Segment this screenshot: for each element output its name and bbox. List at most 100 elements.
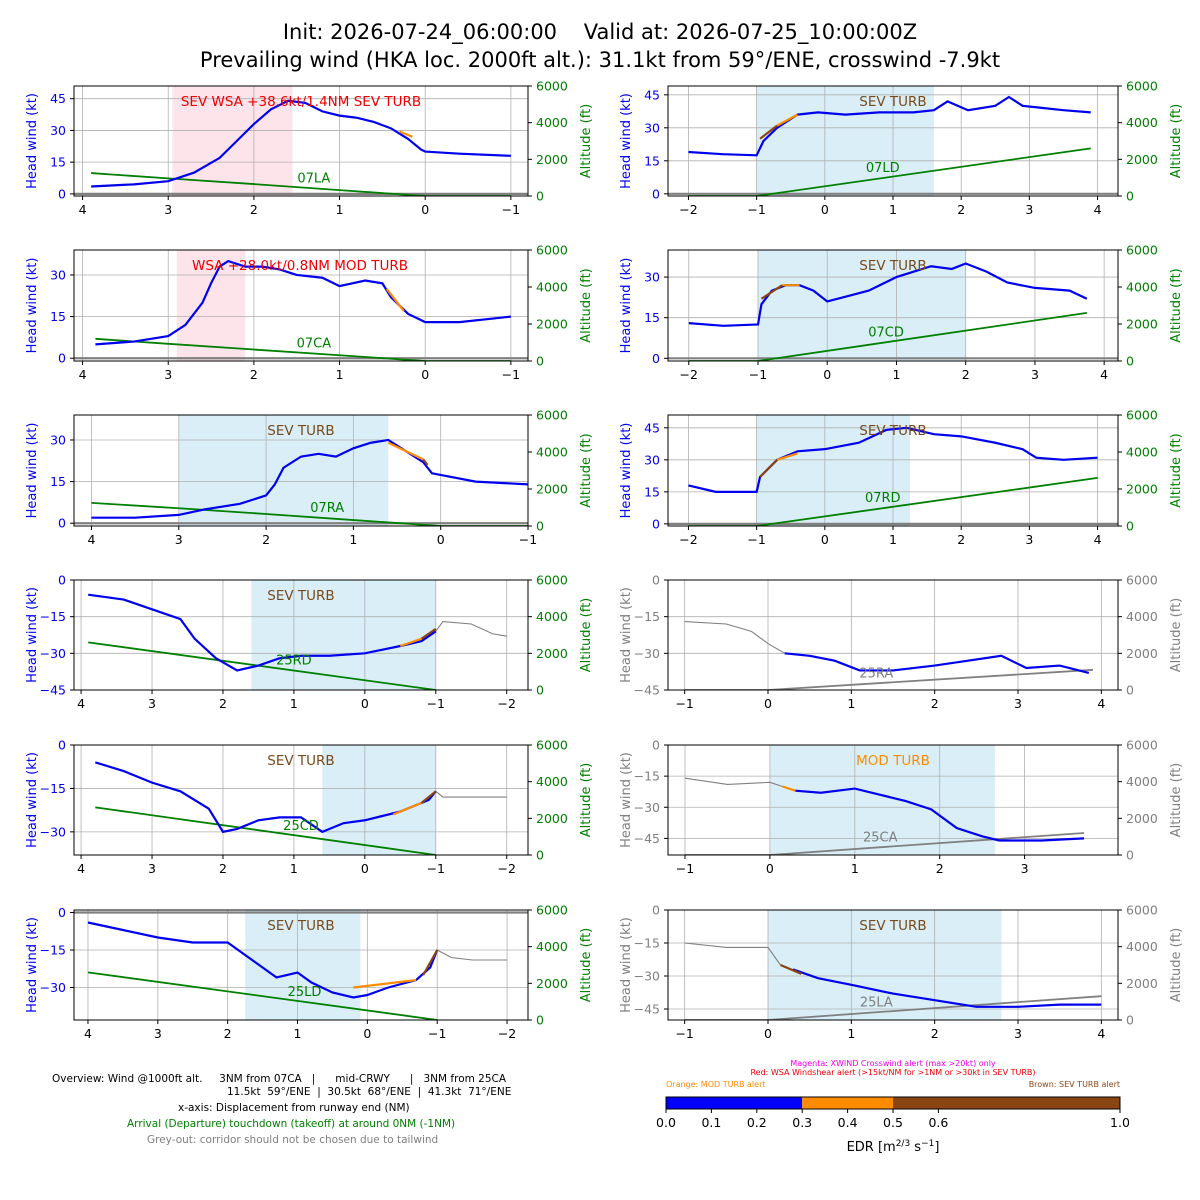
panel-frame — [73, 414, 529, 527]
colorbar-sev — [893, 1097, 1120, 1109]
x-tick-label: −1 — [675, 1026, 693, 1041]
panel-07cd: −2 −1 0 1 2 3 4 0 15 30 0 2000 4000 6000 Head wind (kt… — [619, 243, 1184, 383]
turbulence-span — [322, 745, 436, 855]
x-tick-label: 0 — [363, 1026, 371, 1041]
x-tick-label: 0 — [764, 696, 772, 711]
colorbar-tick-label: 0.6 — [928, 1115, 948, 1130]
runway-label: 25RD — [276, 654, 312, 669]
plot-area — [668, 580, 1118, 690]
head-wind-line — [792, 968, 1102, 1008]
y2-axis-label: Altitude (ft) — [1169, 763, 1184, 838]
x-tick-label: 4 — [79, 202, 87, 217]
plot-area — [668, 250, 1118, 361]
y2-tick-label: 2000 — [536, 317, 568, 332]
alert-label: SEV TURB — [859, 918, 926, 934]
y-tick-label: 0 — [652, 738, 660, 753]
y-tick-label: 15 — [644, 484, 660, 499]
y2-axis-label: Altitude (ft) — [1169, 928, 1184, 1003]
y2-tick-label: 0 — [536, 354, 544, 369]
y-axis-label: Head wind (kt) — [25, 917, 40, 1013]
y-axis-label: Head wind (kt) — [25, 423, 40, 519]
x-tick-label: 3 — [1025, 532, 1033, 547]
x-tick-label: 2 — [224, 1026, 232, 1041]
y2-tick-label: 4000 — [1126, 939, 1158, 954]
alert-label: SEV TURB — [267, 588, 334, 604]
sev-turb-segment — [420, 790, 437, 804]
head-wind-line — [88, 593, 437, 672]
y2-tick-label: 0 — [536, 189, 544, 204]
legend-magenta: Magenta: XWIND Crosswind alert (max >20k… — [790, 1059, 996, 1068]
head-wind-line — [784, 652, 1090, 674]
y2-tick-label: 2000 — [536, 482, 568, 497]
y2-tick-label: 6000 — [1126, 738, 1158, 753]
y-tick-label: 30 — [644, 452, 660, 467]
y-tick-label: 0 — [58, 351, 66, 366]
x-tick-label: 1 — [847, 696, 855, 711]
panel-frame — [667, 579, 1119, 691]
y2-axis-label: Altitude (ft) — [579, 928, 594, 1003]
x-tick-label: 0 — [821, 532, 829, 547]
y-tick-label: −30 — [634, 646, 660, 661]
y-tick-label: 0 — [652, 516, 660, 531]
y2-tick-label: 0 — [1126, 519, 1134, 534]
windshear-span — [176, 250, 246, 361]
greyed-wind-line — [436, 949, 508, 961]
turbulence-span — [251, 580, 436, 690]
x-tick-label: 1 — [336, 202, 344, 217]
y2-axis-label: Altitude (ft) — [579, 104, 594, 179]
colorbar-tick-label: 1.0 — [1110, 1115, 1130, 1130]
y-axis-label: Head wind (kt) — [619, 93, 634, 189]
arrival-note: Arrival (Departure) touchdown (takeoff) … — [127, 1118, 456, 1130]
y2-tick-label: 2000 — [536, 976, 568, 991]
y-tick-label: −45 — [40, 683, 66, 698]
head-wind-line — [87, 921, 439, 999]
x-tick-label: 4 — [1100, 367, 1108, 382]
x-tick-label: 0 — [764, 1026, 772, 1041]
sev-turb-segment — [420, 627, 437, 640]
y-tick-label: 30 — [50, 123, 66, 138]
x-tick-label: −1 — [747, 202, 765, 217]
x-tick-label: 3 — [1025, 202, 1033, 217]
x-tick-label: 2 — [957, 532, 965, 547]
y2-tick-label: 6000 — [1126, 408, 1158, 423]
runway-label: 07RD — [865, 491, 901, 506]
sev-turb-segment — [760, 284, 783, 300]
greyed-wind-line — [684, 942, 781, 966]
y-tick-label: −45 — [634, 683, 660, 698]
runway-label: 25LA — [860, 995, 893, 1010]
panel-frame — [73, 249, 529, 362]
y2-tick-label: 0 — [536, 519, 544, 534]
y2-axis-label: Altitude (ft) — [579, 763, 594, 838]
plot-area — [74, 86, 528, 196]
y2-tick-label: 0 — [1126, 848, 1134, 863]
y-axis-label: Head wind (kt) — [619, 423, 634, 519]
x-tick-label: −1 — [519, 532, 537, 547]
y2-tick-label: 4000 — [1126, 609, 1158, 624]
y2-tick-label: 2000 — [1126, 482, 1158, 497]
y2-axis-label: Altitude (ft) — [579, 598, 594, 673]
x-tick-label: −1 — [749, 367, 767, 382]
altitude-line — [684, 832, 1085, 855]
colorbar-mod — [802, 1097, 893, 1109]
x-tick-label: −1 — [427, 861, 445, 876]
mod-turb-segment — [776, 113, 799, 127]
x-tick-label: 1 — [349, 532, 357, 547]
turbulence-span — [756, 86, 934, 196]
colorbar-tick-label: 0.2 — [747, 1115, 767, 1130]
x-tick-label: 3 — [1031, 367, 1039, 382]
altitude-line — [688, 312, 1087, 361]
y-axis-label: Head wind (kt) — [25, 587, 40, 683]
colorbar-tick-label: 0.1 — [701, 1115, 721, 1130]
head-wind-line — [91, 99, 511, 188]
y2-tick-label: 0 — [1126, 354, 1134, 369]
y2-tick-label: 6000 — [536, 903, 568, 918]
y2-tick-label: 6000 — [1126, 903, 1158, 918]
x-tick-label: 2 — [957, 202, 965, 217]
panel-25ld: 4 3 2 1 0 −1 −2 −30 −15 0 0 2000 4000 6000 Head wind (… — [25, 903, 594, 1042]
y-tick-label: 0 — [652, 903, 660, 918]
xaxis-note: x-axis: Displacement from runway end (NM… — [178, 1102, 410, 1114]
x-tick-label: −2 — [498, 696, 516, 711]
runway-label: 25RA — [859, 666, 893, 681]
runway-label: 07CD — [868, 325, 904, 340]
panel-frame — [667, 744, 1119, 856]
